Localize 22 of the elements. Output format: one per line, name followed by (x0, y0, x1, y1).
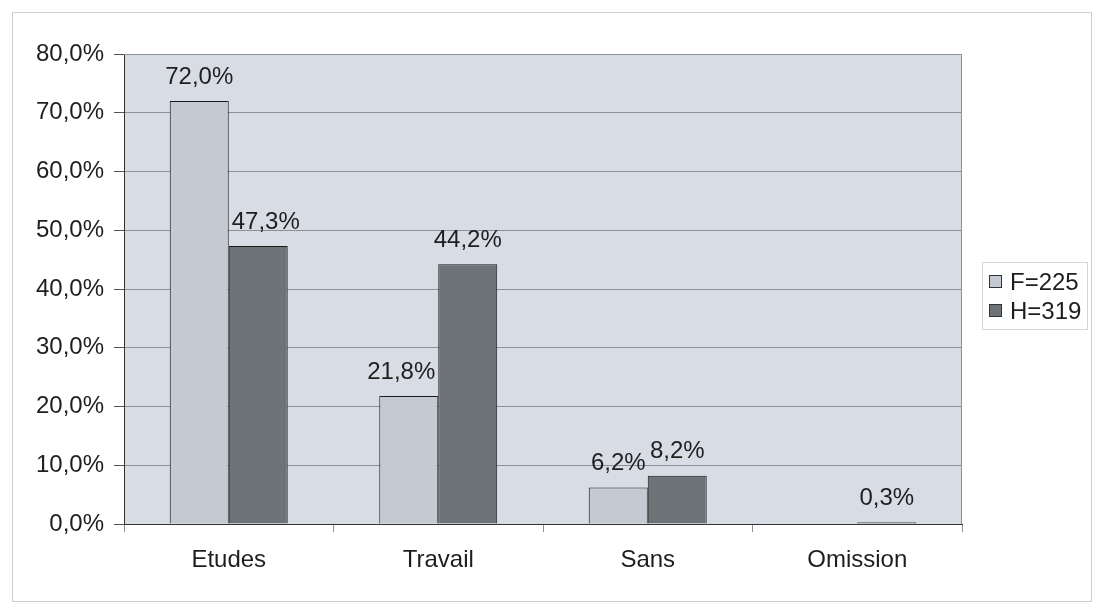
x-tick-label: Sans (620, 545, 676, 573)
x-tick-label: Etudes (191, 545, 267, 573)
data-label: 44,2% (433, 224, 502, 252)
x-tick-label: Omission (807, 545, 908, 573)
data-label: 72,0% (165, 61, 234, 89)
data-label: 0,3% (859, 482, 915, 510)
legend-label: H=319 (1010, 296, 1082, 325)
y-tick-label: 10,0% (35, 449, 104, 477)
y-tick-label: 70,0% (35, 97, 104, 125)
data-label: 47,3% (231, 206, 300, 234)
y-tick-label: 40,0% (35, 273, 104, 301)
data-label: 21,8% (367, 356, 436, 384)
legend-label: F=225 (1010, 267, 1079, 296)
y-tick-label: 0,0% (49, 508, 104, 536)
y-tick-label: 50,0% (35, 214, 104, 242)
y-tick-label: 30,0% (35, 332, 104, 360)
data-label: 6,2% (590, 448, 646, 476)
y-tick-label: 20,0% (35, 391, 104, 419)
y-tick-label: 60,0% (35, 156, 104, 184)
y-tick-label: 80,0% (35, 38, 104, 66)
data-label: 8,2% (649, 436, 705, 464)
x-tick-label: Travail (402, 545, 474, 573)
